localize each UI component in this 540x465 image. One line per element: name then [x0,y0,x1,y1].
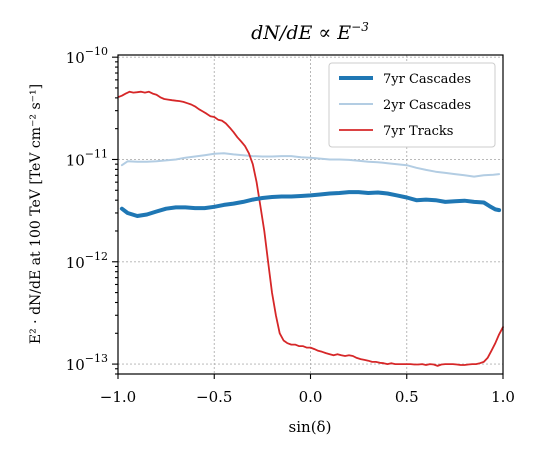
x-tick-label: 1.0 [491,388,515,406]
y-tick-label: 10−13 [66,352,108,374]
series-line-7yr-cascades [119,190,502,218]
y-tick-label: 10−12 [66,250,108,272]
x-tick-label: 0.0 [299,388,323,406]
y-tick-label: 10−10 [66,45,108,67]
plot-area [118,90,504,367]
x-axis: −1.0 −0.5 0.0 0.5 1.0 [100,374,515,406]
series-line-7yr-tracks [118,90,504,367]
series-line-2yr-cascades [120,152,501,178]
legend-label: 7yr Cascades [383,72,471,87]
legend-label: 7yr Tracks [383,124,453,139]
x-tick-label: −1.0 [100,388,136,406]
legend-label: 2yr Cascades [383,98,471,113]
y-axis: 10−10 10−11 10−12 10−13 [66,45,118,375]
legend-box [328,62,496,148]
y-tick-label: 10−11 [66,147,108,169]
x-tick-label: 0.5 [395,388,419,406]
x-axis-label: sin(δ) [289,418,332,436]
y-axis-label: E² · dN/dE at 100 TeV [TeV cm⁻² s⁻¹] [28,84,44,344]
x-tick-label: −0.5 [196,388,232,406]
title: dN/dE ∝ E−3 [251,20,369,44]
svg-text:dN/dE ∝ E−3: dN/dE ∝ E−3 [251,20,369,44]
legend: 7yr Cascades 2yr Cascades 7yr Tracks [328,62,496,148]
